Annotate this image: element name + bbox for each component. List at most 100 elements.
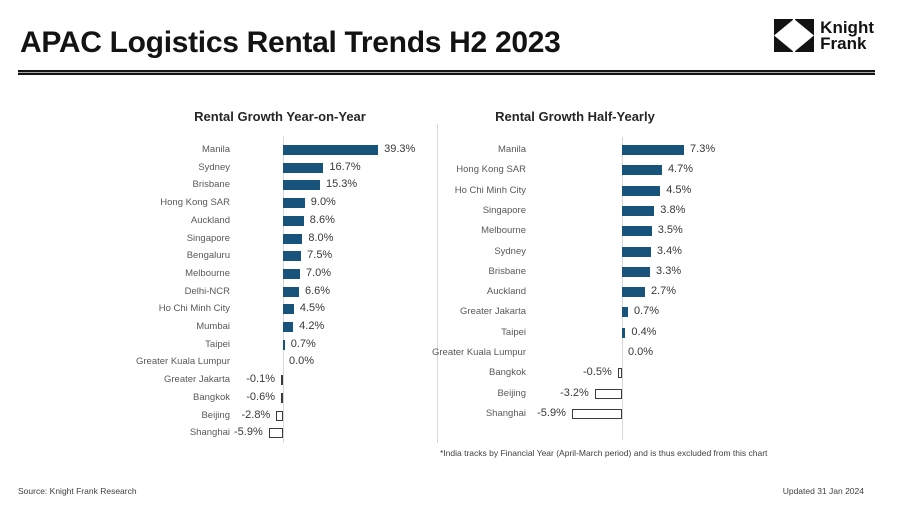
chart-separator-line [437, 124, 438, 443]
bar-positive [622, 287, 645, 298]
category-label: Singapore [186, 232, 230, 244]
category-label: Brisbane [192, 179, 231, 191]
chart-title-yoy: Rental Growth Year-on-Year [194, 109, 366, 124]
knight-frank-monogram-icon [774, 19, 815, 52]
bar-positive [283, 162, 324, 173]
value-label: 9.0% [310, 196, 336, 209]
bar-positive [622, 205, 655, 216]
chart-rental-growth-yoy: Rental Growth Year-on-Year Manila 39.3% Sy… [130, 105, 430, 450]
value-label: -0.6% [246, 390, 275, 403]
value-label: 0.0% [289, 355, 315, 368]
category-label: Shanghai [189, 427, 230, 439]
category-label: Greater Kuala Lumpur [136, 356, 230, 368]
category-label: Auckland [486, 286, 526, 298]
category-label: Ho Chi Minh City [454, 184, 526, 196]
bar-positive [283, 322, 294, 332]
bar-positive [622, 145, 685, 155]
category-label: Greater Kuala Lumpur [432, 347, 526, 358]
chart-title-half-yearly: Rental Growth Half-Yearly [495, 109, 655, 124]
value-label: -0.5% [583, 366, 612, 379]
source-text: Source: Knight Frank Research [18, 486, 137, 496]
category-label: Manila [498, 144, 526, 155]
category-label: Singapore [482, 204, 526, 216]
value-label: 2.7% [650, 285, 677, 298]
category-label: Greater Jakarta [460, 306, 526, 318]
category-label: Taipei [501, 326, 526, 338]
bar-negative [617, 368, 622, 379]
page-title: APAC Logistics Rental Trends H2 2023 [20, 26, 561, 59]
category-label: Mumbai [196, 321, 230, 332]
value-label: -3.2% [560, 386, 589, 399]
category-label: Melbourne [185, 267, 230, 279]
value-label: -0.1% [246, 373, 275, 386]
category-label: Auckland [190, 214, 230, 226]
category-label: Delhi-NCR [184, 285, 230, 297]
bar-negative [281, 375, 283, 386]
bar-negative [268, 428, 283, 439]
bar-positive [622, 185, 661, 196]
bar-positive [283, 215, 304, 226]
bar-positive [283, 233, 303, 244]
value-label: 3.5% [657, 224, 683, 237]
category-label: Melbourne [481, 225, 526, 237]
bar-negative [276, 410, 283, 421]
bar-positive [283, 145, 379, 155]
value-label: 0.4% [631, 325, 657, 338]
bar-negative [571, 408, 622, 419]
value-label: 7.0% [305, 266, 332, 279]
value-label: 8.6% [309, 213, 335, 226]
bar-positive [622, 246, 651, 257]
bar-positive [283, 251, 302, 262]
category-label: Brisbane [488, 265, 527, 277]
value-label: 7.3% [690, 143, 716, 155]
updated-text: Updated 31 Jan 2024 [782, 486, 864, 496]
category-label: Bangkok [489, 367, 526, 379]
value-label: 0.7% [633, 305, 660, 318]
category-label: Hong Kong SAR [456, 164, 526, 176]
title-divider [18, 70, 875, 75]
bar-positive [622, 165, 662, 176]
bar-negative [594, 388, 622, 399]
value-label: 4.2% [299, 320, 325, 332]
value-label: 8.0% [308, 231, 334, 244]
bar-negative [281, 392, 283, 403]
bar-positive [283, 268, 300, 279]
value-label: 3.8% [660, 203, 686, 216]
value-label: 3.4% [656, 244, 682, 257]
value-label: 0.0% [628, 346, 654, 358]
value-label: -2.8% [241, 408, 271, 421]
value-label: 15.3% [326, 178, 358, 191]
category-label: Hong Kong SAR [160, 197, 230, 209]
category-label: Shanghai [485, 407, 526, 419]
india-exclusion-footnote: *India tracks by Financial Year (April-M… [440, 448, 768, 458]
value-label: 6.6% [304, 284, 331, 297]
category-label: Sydney [198, 161, 230, 173]
bar-positive [283, 198, 305, 209]
category-label: Beijing [497, 387, 526, 399]
category-label: Greater Jakarta [164, 374, 230, 386]
category-label: Bangkok [193, 391, 230, 403]
bar-positive [283, 339, 285, 350]
bar-positive [283, 180, 321, 191]
value-label: 7.5% [307, 249, 333, 262]
category-label: Ho Chi Minh City [158, 303, 230, 315]
knight-frank-wordmark: Knight Frank [820, 17, 874, 53]
value-label: 0.7% [290, 337, 316, 350]
bar-positive [283, 286, 299, 297]
value-label: 4.5% [666, 183, 692, 196]
bar-positive [622, 266, 651, 277]
value-label: 39.3% [384, 143, 416, 155]
bar-positive [622, 327, 626, 338]
value-label: 3.3% [656, 264, 682, 277]
category-label: Beijing [201, 409, 230, 421]
value-label: 4.7% [667, 163, 694, 176]
value-label: 16.7% [329, 160, 361, 173]
logo-line-2: Frank [820, 33, 867, 53]
logo-line-1: Knight [820, 17, 874, 37]
bar-positive [283, 304, 294, 315]
value-label: -5.9% [233, 426, 263, 439]
category-label: Bengaluru [186, 250, 230, 262]
category-label: Sydney [494, 245, 526, 257]
bar-positive [622, 226, 652, 237]
